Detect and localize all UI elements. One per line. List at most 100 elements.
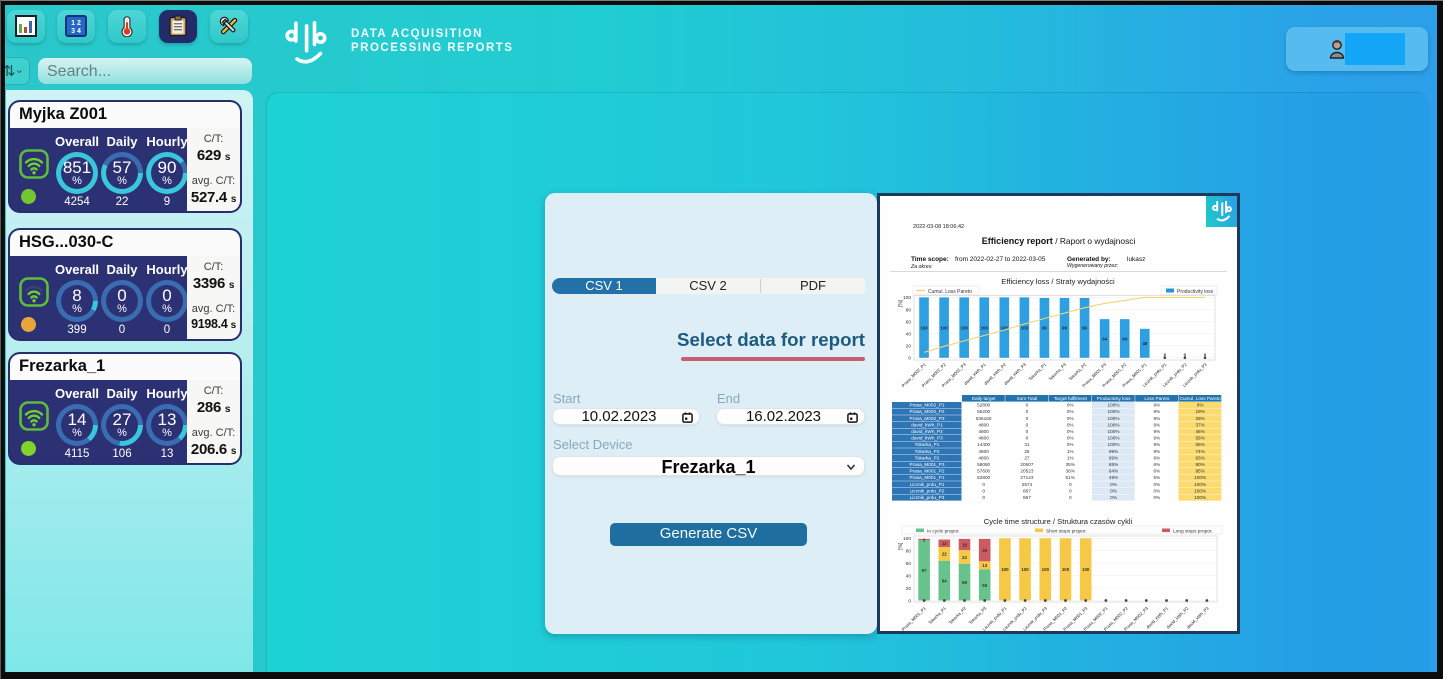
svg-text:Tokarka_P3: Tokarka_P3	[968, 605, 988, 625]
svg-text:Productivity loss: Productivity loss	[1097, 396, 1132, 401]
svg-text:0: 0	[1026, 436, 1029, 441]
svg-text:64: 64	[942, 578, 947, 583]
svg-text:[%]: [%]	[898, 299, 904, 307]
svg-text:0: 0	[908, 598, 911, 604]
svg-text:64: 64	[1122, 336, 1127, 341]
svg-text:28%: 28%	[1195, 416, 1204, 421]
svg-text:36: 36	[982, 548, 987, 553]
svg-text:80: 80	[906, 549, 912, 555]
svg-text:20: 20	[906, 586, 912, 592]
svg-text:In cycle propor.: In cycle propor.	[927, 528, 960, 534]
svg-text:64%: 64%	[1109, 469, 1118, 474]
svg-text:95%: 95%	[1195, 469, 1204, 474]
svg-text:Prasa_M002_P3: Prasa_M002_P3	[910, 416, 945, 421]
svg-text:9%: 9%	[1153, 442, 1160, 447]
svg-text:74%: 74%	[1195, 449, 1204, 454]
svg-text:david_kWh_P3: david_kWh_P3	[1186, 605, 1210, 629]
svg-text:22: 22	[942, 552, 947, 557]
svg-text:0%: 0%	[1067, 422, 1074, 427]
svg-text:1%: 1%	[1067, 455, 1074, 460]
svg-text:100: 100	[903, 295, 911, 301]
svg-text:59: 59	[962, 580, 967, 585]
svg-text:100: 100	[1082, 567, 1090, 572]
svg-text:Cumul. Loss Pareto: Cumul. Loss Pareto	[1180, 396, 1222, 401]
svg-text:99: 99	[1082, 326, 1087, 331]
svg-text:Efficiency loss / Straty wydaj: Efficiency loss / Straty wydajności	[1001, 277, 1115, 286]
svg-text:0%: 0%	[1110, 488, 1117, 493]
svg-text:0: 0	[1204, 352, 1207, 357]
svg-text:31: 31	[1024, 442, 1030, 447]
svg-text:3 4: 3 4	[71, 28, 81, 35]
svg-text:Loss Pareto: Loss Pareto	[1144, 396, 1169, 401]
svg-text:25: 25	[1024, 449, 1030, 454]
svg-text:0%: 0%	[1153, 488, 1160, 493]
svg-text:6%: 6%	[1153, 462, 1160, 467]
svg-text:52800: 52800	[977, 403, 990, 408]
svg-text:100%: 100%	[1194, 475, 1206, 480]
svg-text:50: 50	[982, 583, 987, 588]
svg-text:1 2: 1 2	[71, 20, 81, 27]
svg-text:2: 2	[923, 537, 926, 542]
svg-text:12: 12	[942, 541, 947, 546]
svg-text:22: 22	[962, 555, 967, 560]
svg-text:0%: 0%	[1110, 482, 1117, 487]
svg-text:0%: 0%	[1067, 442, 1074, 447]
svg-text:90%: 90%	[1195, 462, 1204, 467]
svg-text:80: 80	[906, 307, 912, 313]
svg-text:Licznik_prdu_P1: Licznik_prdu_P1	[910, 482, 945, 487]
svg-text:0%: 0%	[1067, 429, 1074, 434]
svg-text:100: 100	[981, 325, 989, 330]
svg-text:Cycle time structure / Struktu: Cycle time structure / Struktura czasów …	[984, 517, 1133, 526]
svg-text:100: 100	[1001, 567, 1009, 572]
svg-text:56%: 56%	[1195, 436, 1204, 441]
svg-text:100%: 100%	[1108, 436, 1120, 441]
svg-text:100: 100	[1021, 325, 1029, 330]
svg-text:4800: 4800	[978, 436, 989, 441]
svg-text:Target fulfilment: Target fulfilment	[1054, 396, 1088, 401]
svg-text:Tokarka_P2: Tokarka_P2	[1068, 362, 1088, 382]
svg-text:36%: 36%	[1066, 469, 1075, 474]
svg-text:100%: 100%	[1194, 482, 1206, 487]
svg-text:100%: 100%	[1108, 403, 1120, 408]
svg-text:100%: 100%	[1108, 409, 1120, 414]
svg-text:0: 0	[1026, 422, 1029, 427]
svg-text:0: 0	[1026, 416, 1029, 421]
svg-text:Prasa_M001_P2: Prasa_M001_P2	[910, 469, 945, 474]
svg-text:14400: 14400	[977, 442, 990, 447]
svg-text:Tokarka_P1: Tokarka_P1	[915, 442, 940, 447]
svg-text:Tokarka_P3: Tokarka_P3	[915, 449, 940, 454]
svg-text:Tokarka_P2: Tokarka_P2	[915, 455, 940, 460]
svg-text:0: 0	[1026, 429, 1029, 434]
svg-text:4800: 4800	[978, 449, 989, 454]
svg-text:100: 100	[1021, 567, 1029, 572]
svg-text:0%: 0%	[1067, 416, 1074, 421]
svg-text:0: 0	[982, 482, 985, 487]
svg-text:46%: 46%	[1195, 429, 1204, 434]
svg-text:40: 40	[906, 573, 912, 579]
svg-text:867: 867	[1023, 488, 1031, 493]
svg-text:0%: 0%	[1067, 436, 1074, 441]
svg-text:Prasa_M002_P2: Prasa_M002_P2	[910, 409, 945, 414]
svg-text:100: 100	[961, 325, 969, 330]
svg-text:57600: 57600	[977, 469, 990, 474]
svg-text:60: 60	[906, 561, 912, 567]
svg-text:Prasa_M002_P1: Prasa_M002_P1	[910, 403, 945, 408]
svg-text:Sum Total: Sum Total	[1017, 396, 1038, 401]
svg-text:david_kWh_P3: david_kWh_P3	[911, 436, 943, 441]
svg-text:48: 48	[1142, 341, 1147, 346]
svg-text:Tokarka_P3: Tokarka_P3	[1048, 362, 1068, 382]
svg-text:0: 0	[1069, 488, 1072, 493]
svg-text:0: 0	[908, 356, 911, 362]
svg-text:Short stops propor.: Short stops propor.	[1046, 528, 1087, 534]
svg-text:Tokarka_P1: Tokarka_P1	[927, 605, 947, 625]
svg-text:9%: 9%	[1153, 416, 1160, 421]
svg-text:20: 20	[906, 344, 912, 350]
svg-text:65%: 65%	[1109, 462, 1118, 467]
svg-text:0%: 0%	[1067, 409, 1074, 414]
svg-text:35%: 35%	[1066, 462, 1075, 467]
svg-text:99%: 99%	[1109, 455, 1118, 460]
svg-text:1%: 1%	[1067, 449, 1074, 454]
svg-text:[%]: [%]	[898, 542, 904, 550]
svg-text:0%: 0%	[1153, 482, 1160, 487]
svg-text:100%: 100%	[1194, 495, 1206, 500]
